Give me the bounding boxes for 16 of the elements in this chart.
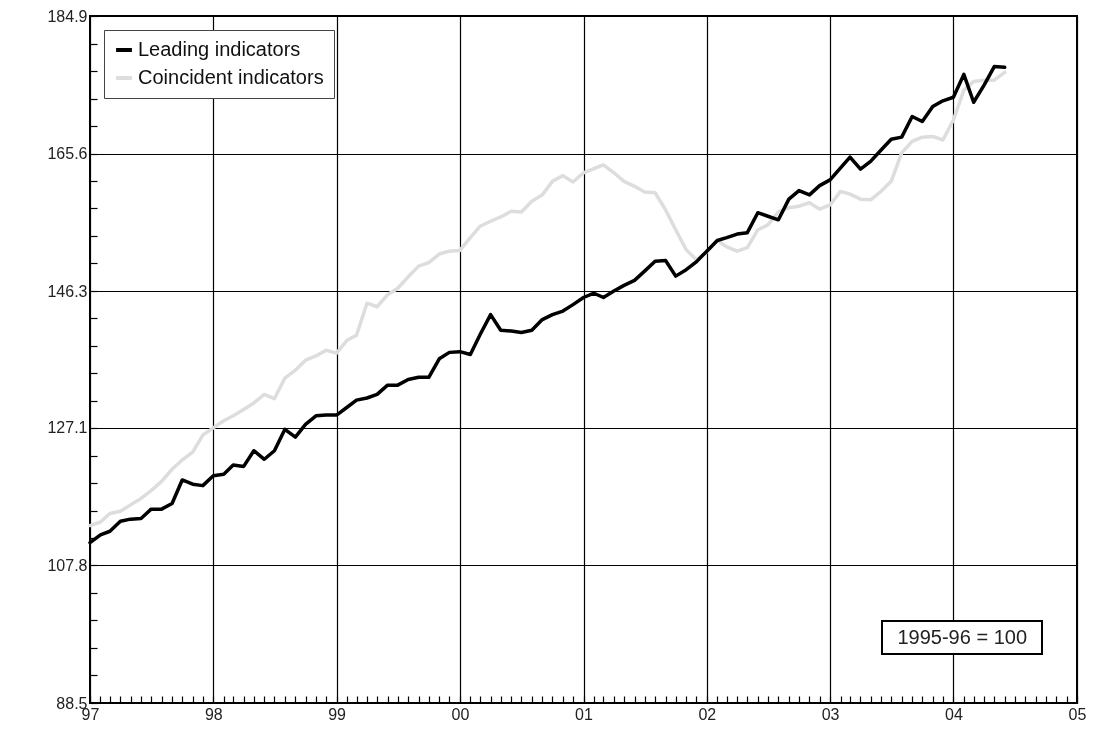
x-tick-label: 98 [204,705,223,723]
x-tick-label: 01 [575,705,593,723]
y-tick-label: 165.6 [47,145,88,163]
annotation: 1995-96 = 100 [881,620,1043,655]
y-tick-label: 127.1 [47,419,88,437]
x-tick-label: 03 [821,705,840,723]
y-tick-label: 146.3 [47,282,88,300]
y-tick-label: 107.8 [47,556,88,574]
legend-label: Leading indicators [138,38,301,60]
y-tick-label: 184.9 [47,7,88,25]
x-tick-label: 00 [451,705,470,723]
x-tick-label: 99 [328,705,347,723]
x-tick-label: 04 [944,705,963,723]
x-tick-label: 05 [1068,705,1087,723]
x-tick-label: 02 [698,705,717,723]
legend-label: Coincident indicators [138,66,324,88]
